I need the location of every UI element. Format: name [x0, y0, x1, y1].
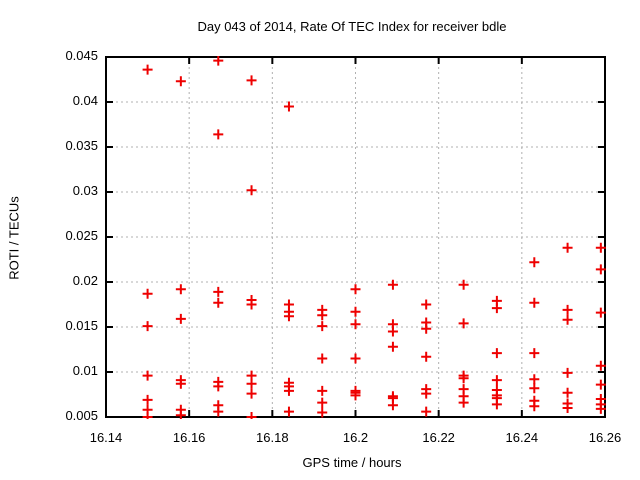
data-point-marker [562, 367, 573, 378]
data-point-marker [246, 412, 257, 419]
data-point-marker [529, 374, 540, 385]
data-point-marker [317, 353, 328, 364]
data-point-marker [213, 297, 224, 308]
y-tick-label: 0.01 [72, 363, 98, 378]
data-point-marker [562, 304, 573, 315]
data-point-marker [529, 257, 540, 268]
data-point-marker [529, 383, 540, 394]
data-point-marker [491, 303, 502, 314]
plot-area [105, 56, 606, 419]
data-point-marker [283, 385, 294, 396]
y-tick-label: 0.03 [72, 183, 98, 198]
data-point-marker [246, 75, 257, 86]
data-point-marker [595, 403, 606, 414]
y-axis-label: ROTI / TECUs [6, 196, 22, 280]
data-point-marker [213, 56, 224, 66]
data-point-marker [142, 321, 153, 332]
data-point-marker [175, 378, 186, 389]
data-point-marker [317, 321, 328, 332]
y-tick-label: 0.045 [65, 48, 98, 63]
data-point-marker [317, 310, 328, 321]
data-point-marker [213, 381, 224, 392]
data-point-marker [350, 390, 361, 401]
x-tick-label: 16.14 [89, 430, 123, 445]
data-point-marker [142, 64, 153, 75]
data-point-marker [175, 313, 186, 324]
data-point-marker [491, 348, 502, 359]
data-point-marker [142, 412, 153, 419]
data-point-marker [283, 406, 294, 417]
data-point-marker [175, 410, 186, 419]
data-point-marker [529, 401, 540, 412]
x-tick-label: 16.24 [505, 430, 539, 445]
data-point-marker [458, 397, 469, 408]
data-point-marker [175, 284, 186, 295]
data-point-marker [283, 101, 294, 112]
data-point-marker [529, 348, 540, 359]
data-point-marker [491, 375, 502, 386]
data-point-marker [595, 379, 606, 390]
x-tick-label: 16.16 [172, 430, 206, 445]
y-tick-label: 0.005 [65, 408, 98, 423]
data-point-marker [562, 242, 573, 253]
data-point-marker [421, 406, 432, 417]
data-point-marker [387, 279, 398, 290]
data-point-marker [246, 388, 257, 399]
data-point-marker [283, 311, 294, 322]
data-point-marker [491, 399, 502, 410]
data-point-marker [213, 129, 224, 140]
y-tick-label: 0.035 [65, 138, 98, 153]
data-point-marker [595, 242, 606, 253]
x-tick-label: 16.2 [342, 430, 369, 445]
data-point-marker [529, 297, 540, 308]
x-axis-label: GPS time / hours [302, 455, 402, 470]
data-point-marker [246, 185, 257, 196]
data-point-marker [595, 360, 606, 371]
data-point-marker [562, 314, 573, 325]
x-tick-label: 16.18 [256, 430, 289, 445]
data-point-marker [350, 306, 361, 317]
data-point-marker [246, 378, 257, 389]
data-point-marker [317, 385, 328, 396]
data-point-marker [213, 406, 224, 417]
y-tick-label: 0.025 [65, 228, 98, 243]
x-tick-label: 16.26 [588, 430, 622, 445]
data-point-marker [317, 407, 328, 418]
data-point-marker [142, 370, 153, 381]
data-point-marker [421, 351, 432, 362]
data-point-marker [350, 353, 361, 364]
data-point-marker [387, 400, 398, 411]
data-point-marker [350, 319, 361, 330]
y-tick-label: 0.015 [65, 318, 98, 333]
data-point-marker [246, 299, 257, 310]
data-point-marker [458, 279, 469, 290]
data-point-marker [142, 288, 153, 299]
data-point-marker [387, 326, 398, 337]
y-tick-label: 0.02 [72, 273, 98, 288]
data-point-marker [595, 264, 606, 275]
data-point-marker [317, 397, 328, 408]
y-tick-label: 0.04 [72, 93, 98, 108]
data-point-marker [458, 373, 469, 384]
data-point-marker [421, 299, 432, 310]
chart-title: Day 043 of 2014, Rate Of TEC Index for r… [197, 19, 507, 34]
data-point-marker [387, 341, 398, 352]
data-point-marker [562, 387, 573, 398]
data-point-marker [142, 394, 153, 405]
data-point-marker [421, 388, 432, 399]
data-point-marker [458, 318, 469, 329]
data-point-marker [421, 323, 432, 334]
x-tick-label: 16.22 [422, 430, 455, 445]
data-point-marker [595, 307, 606, 318]
data-point-marker [213, 286, 224, 297]
data-point-marker [175, 76, 186, 87]
data-point-marker [350, 284, 361, 295]
data-point-marker [562, 403, 573, 413]
